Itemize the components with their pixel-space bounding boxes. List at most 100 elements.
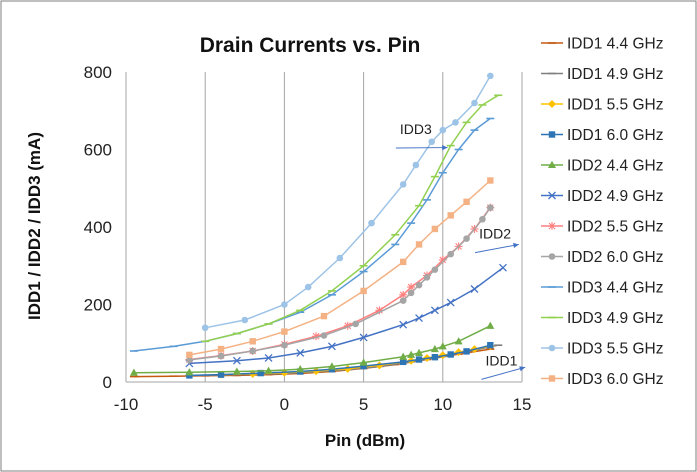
annotation-arrowhead [442,144,448,151]
legend-item: IDD3 6.0 GHz [541,371,663,388]
legend-item: IDD1 5.5 GHz [541,97,663,114]
data-point [487,72,494,80]
legend-swatch-marker [548,100,556,108]
series-line [189,267,504,365]
data-point [428,138,436,146]
data-point [438,255,447,264]
data-point [217,371,225,378]
data-point [407,350,416,358]
data-point [486,321,495,329]
data-point [471,99,478,107]
legend-label: IDD1 4.9 GHz [567,66,663,83]
legend-swatch-marker [548,191,556,200]
data-point [400,258,407,266]
data-point [399,352,408,360]
data-point [412,161,420,169]
data-point [257,369,264,377]
x-tick-label: 10 [433,395,452,414]
data-point [232,356,241,365]
legend-label: IDD1 4.4 GHz [567,36,663,53]
x-tick-label: -10 [114,395,139,414]
data-point [407,283,416,292]
data-point [232,367,241,375]
data-point [320,332,328,339]
data-point [360,362,367,370]
legend-label: IDD3 4.4 GHz [567,280,663,297]
legend-swatch-marker [548,222,556,230]
data-point [470,285,479,293]
data-point [186,351,193,359]
legend-label: IDD3 6.0 GHz [567,371,663,388]
annotation-arrow [474,243,519,254]
data-point [479,215,486,223]
data-point [399,320,408,329]
data-point [463,235,470,242]
data-point [463,348,470,355]
y-tick-label: 800 [84,63,112,82]
data-point [407,289,415,297]
legend-swatch-marker [548,375,556,382]
axis-layer: -10 -5 0 5 10 15 0 200 400 600 800 [84,63,532,414]
legend: IDD1 4.4 GHz IDD1 4.9 GHz IDD1 5.5 GHz IDD1… [541,36,663,388]
data-point [415,314,423,323]
annotation-arrowhead [519,366,526,372]
data-point [415,356,423,363]
data-point [430,344,439,353]
data-point [359,358,368,366]
data-point [327,342,336,351]
legend-label: IDD3 5.5 GHz [567,341,663,358]
data-point [217,352,225,360]
legend-label: IDD2 4.9 GHz [567,188,663,205]
legend-label: IDD3 4.9 GHz [567,310,663,327]
legend-item: IDD1 4.4 GHz [541,36,663,53]
legend-item: IDD2 6.0 GHz [541,249,663,266]
data-point [487,177,494,184]
annotation-layer: IDD3 IDD2 IDD1 [395,121,526,380]
legend-label: IDD2 5.5 GHz [567,219,663,236]
data-point [487,341,494,349]
data-point [129,368,138,376]
y-tick-label: 600 [84,141,112,160]
series-idd3-5-5-ghz [201,72,494,332]
data-point [281,341,288,349]
y-tick-label: 400 [84,218,112,237]
data-point [327,362,336,370]
data-point [264,354,273,362]
y-tick-label: 200 [84,296,112,315]
data-point [400,358,407,366]
legend-label: IDD1 6.0 GHz [567,127,663,144]
data-point [454,337,463,345]
legend-item: IDD1 6.0 GHz [541,127,663,144]
x-tick-label: -5 [198,395,213,414]
data-point [447,351,454,358]
data-point [304,283,312,291]
chart-title: Drain Currents vs. Pin [200,34,421,57]
legend-swatch-marker [548,131,556,138]
data-point [336,254,344,262]
data-point [430,306,439,315]
data-point [185,368,194,376]
data-point [454,348,463,357]
legend-swatch-marker [548,253,556,260]
data-point [359,333,368,342]
data-point [487,204,494,211]
data-point [201,324,209,332]
data-point [320,312,328,320]
data-point [217,345,225,353]
data-point [312,367,321,376]
series-idd2-4-4-ghz [129,321,495,376]
annotation-label: IDD2 [479,226,511,242]
y-tick-label: 0 [103,373,112,392]
y-axis-title: IDD1 / IDD2 / IDD3 (mA) [25,132,44,320]
data-point [399,290,408,299]
data-point [249,347,257,355]
annotation-arrow [481,366,526,380]
legend-swatch-marker [548,160,556,168]
data-point [415,348,424,356]
data-point [296,348,305,357]
data-point [431,225,439,233]
legend-swatch-marker [548,344,556,352]
data-point [296,365,305,373]
data-point [352,320,359,328]
